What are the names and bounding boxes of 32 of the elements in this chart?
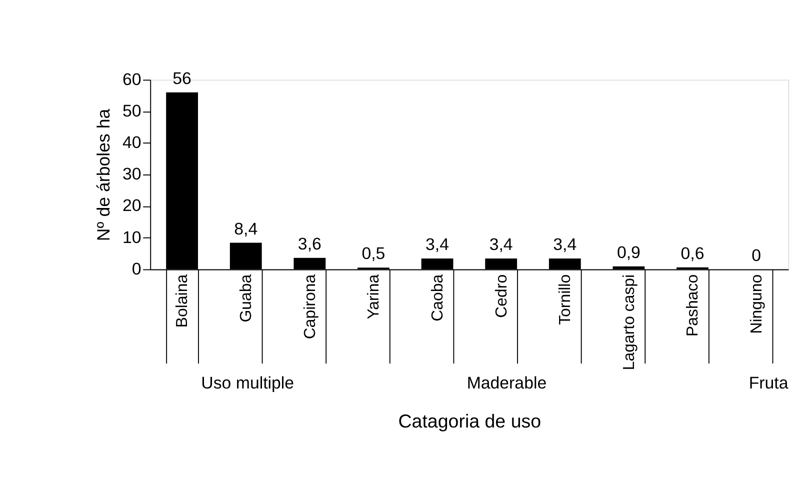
data-label: 3,4 — [426, 235, 450, 254]
x-tick-label: Pashaco — [684, 274, 702, 336]
x-tick-label: Ninguno — [748, 274, 766, 334]
y-tick-label: 10 — [122, 228, 142, 247]
text: Fruta — [748, 373, 789, 392]
y-tick-label: 60 — [122, 70, 142, 89]
data-label: 8,4 — [234, 219, 258, 238]
x-axis-title: Catagoria de uso — [398, 410, 542, 432]
y-tick-label: 0 — [132, 259, 142, 278]
x-tick-label: Caoba — [429, 274, 446, 322]
x-tick-label: Guaba — [238, 274, 256, 322]
x-tick-label: Capirona — [302, 274, 319, 340]
x-tick-label: Tornillo — [557, 274, 574, 325]
data-label: 3,4 — [553, 235, 577, 254]
data-label: 3,6 — [298, 234, 322, 254]
data-label: 0,6 — [680, 244, 704, 263]
data-label: 3,4 — [489, 235, 513, 254]
data-label: 0,9 — [616, 242, 640, 262]
text: Maderable — [466, 373, 547, 392]
y-axis-title: Nº de árboles ha — [93, 108, 114, 242]
data-label: 0,5 — [362, 244, 386, 264]
data-label: 0 — [752, 246, 762, 265]
y-tick-label: 40 — [122, 133, 142, 152]
data-label: 56 — [172, 68, 192, 88]
x-tick-label: Yarina — [366, 274, 383, 320]
y-tick-label: 30 — [122, 164, 142, 184]
x-tick-label: Bolaina — [174, 274, 192, 328]
y-tick-label: 20 — [122, 196, 142, 216]
x-tick-label: Lagarto caspi — [620, 274, 638, 370]
y-tick-label: 50 — [122, 101, 142, 120]
x-tick-label: Cedro — [493, 274, 510, 318]
text: Uso multiple — [201, 373, 294, 392]
